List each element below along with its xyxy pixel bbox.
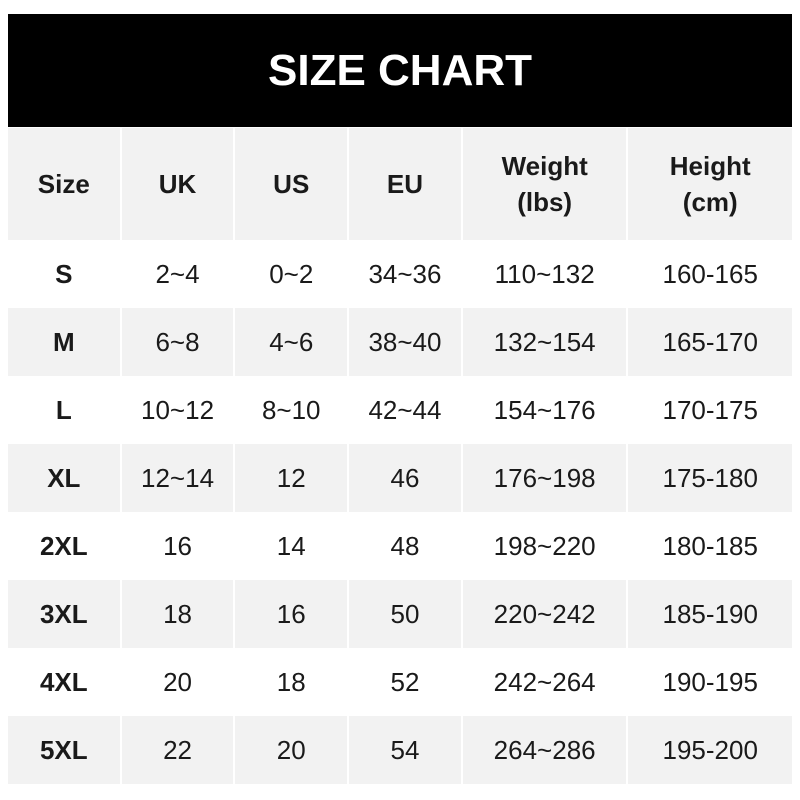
table-cell: 195-200 — [628, 716, 792, 784]
table-cell: 54 — [349, 716, 461, 784]
size-cell: L — [8, 376, 120, 444]
table-cell: 16 — [121, 512, 234, 580]
column-header: EU — [349, 128, 461, 240]
size-chart-table: Size UK US EU Weight (lbs) Height (cm) S 2~4 0~… — [6, 128, 794, 784]
table-cell: 12 — [235, 444, 348, 512]
table-cell: 50 — [349, 580, 461, 648]
table-cell: 4~6 — [235, 308, 348, 376]
table-row: 5XL 22 20 54 264~286 195-200 — [8, 716, 792, 784]
table-cell: 22 — [121, 716, 234, 784]
table-cell: 52 — [349, 648, 461, 716]
page-title: SIZE CHART — [8, 14, 792, 127]
table-cell: 0~2 — [235, 240, 348, 308]
table-cell: 242~264 — [462, 648, 627, 716]
column-header: Height (cm) — [628, 128, 792, 240]
size-cell: 2XL — [8, 512, 120, 580]
table-cell: 185-190 — [628, 580, 792, 648]
size-cell: XL — [8, 444, 120, 512]
table-cell: 165-170 — [628, 308, 792, 376]
table-cell: 38~40 — [349, 308, 461, 376]
table-cell: 220~242 — [462, 580, 627, 648]
table-cell: 154~176 — [462, 376, 627, 444]
table-cell: 48 — [349, 512, 461, 580]
table-row: S 2~4 0~2 34~36 110~132 160-165 — [8, 240, 792, 308]
size-cell: 4XL — [8, 648, 120, 716]
column-header: US — [235, 128, 348, 240]
table-cell: 198~220 — [462, 512, 627, 580]
table-cell: 110~132 — [462, 240, 627, 308]
table-cell: 20 — [121, 648, 234, 716]
table-row: L 10~12 8~10 42~44 154~176 170-175 — [8, 376, 792, 444]
table-cell: 14 — [235, 512, 348, 580]
table-cell: 20 — [235, 716, 348, 784]
column-header: Weight (lbs) — [462, 128, 627, 240]
table-cell: 170-175 — [628, 376, 792, 444]
table-cell: 46 — [349, 444, 461, 512]
table-row: 3XL 18 16 50 220~242 185-190 — [8, 580, 792, 648]
table-row: 2XL 16 14 48 198~220 180-185 — [8, 512, 792, 580]
table-cell: 264~286 — [462, 716, 627, 784]
table-cell: 160-165 — [628, 240, 792, 308]
table-cell: 175-180 — [628, 444, 792, 512]
size-cell: M — [8, 308, 120, 376]
table-cell: 190-195 — [628, 648, 792, 716]
table-row: XL 12~14 12 46 176~198 175-180 — [8, 444, 792, 512]
table-cell: 176~198 — [462, 444, 627, 512]
table-cell: 42~44 — [349, 376, 461, 444]
table-row: 4XL 20 18 52 242~264 190-195 — [8, 648, 792, 716]
size-cell: 3XL — [8, 580, 120, 648]
table-cell: 18 — [121, 580, 234, 648]
table-cell: 8~10 — [235, 376, 348, 444]
column-header: Size — [8, 128, 120, 240]
size-cell: 5XL — [8, 716, 120, 784]
table-cell: 34~36 — [349, 240, 461, 308]
size-cell: S — [8, 240, 120, 308]
column-header: UK — [121, 128, 234, 240]
table-cell: 2~4 — [121, 240, 234, 308]
table-cell: 180-185 — [628, 512, 792, 580]
table-cell: 12~14 — [121, 444, 234, 512]
table-cell: 16 — [235, 580, 348, 648]
table-row: M 6~8 4~6 38~40 132~154 165-170 — [8, 308, 792, 376]
table-cell: 6~8 — [121, 308, 234, 376]
table-cell: 132~154 — [462, 308, 627, 376]
table-cell: 10~12 — [121, 376, 234, 444]
table-cell: 18 — [235, 648, 348, 716]
